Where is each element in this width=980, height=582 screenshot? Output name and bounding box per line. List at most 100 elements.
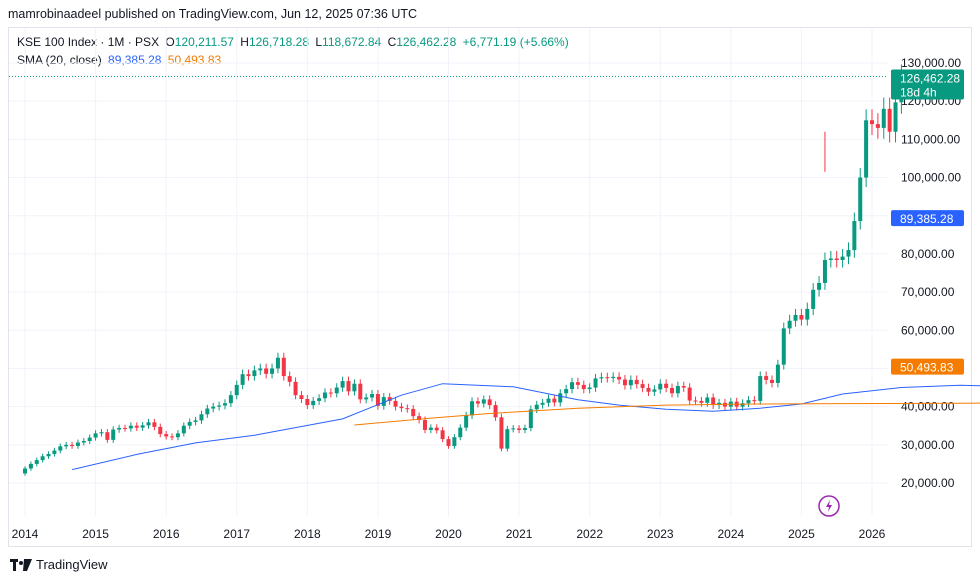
flash-icon	[818, 495, 840, 517]
candle-body	[458, 427, 463, 438]
legend-change: +6,771.19 (+5.66%)	[462, 35, 569, 49]
candle-body	[646, 387, 651, 392]
candle-body	[240, 374, 245, 385]
candle-body	[428, 427, 433, 430]
x-tick-label: 2014	[12, 527, 39, 541]
candle-body	[211, 406, 216, 409]
candle-body	[28, 463, 33, 469]
candle-body	[87, 437, 92, 441]
x-tick-label: 2022	[576, 527, 603, 541]
candle-body	[328, 392, 333, 394]
candle-body	[122, 428, 127, 430]
candle-body	[764, 376, 769, 380]
last-price-tag-text: 126,462.28	[900, 72, 960, 86]
legend-close-label: C	[387, 35, 397, 49]
candle-body	[464, 415, 469, 428]
candle-body	[93, 433, 98, 438]
candle-body	[687, 387, 692, 401]
candle-body	[511, 428, 516, 430]
candle-body	[164, 434, 169, 437]
candle-body	[670, 387, 675, 394]
candle-body	[434, 427, 439, 431]
candle-body	[375, 394, 380, 406]
candle-body	[352, 383, 357, 392]
x-tick-label: 2023	[647, 527, 674, 541]
candle-body	[158, 426, 163, 435]
candle-body	[105, 432, 110, 440]
candle-body	[652, 389, 657, 392]
candle-body	[417, 416, 422, 420]
candle-body	[387, 397, 392, 401]
candle-body	[322, 392, 327, 399]
legend-symbol[interactable]: KSE 100 Index · 1M · PSX	[17, 35, 160, 49]
y-tick-label: 70,000.00	[901, 285, 955, 299]
candle-body	[828, 258, 833, 261]
candle-body	[311, 400, 316, 406]
candle-body	[411, 408, 416, 417]
candle-body	[693, 400, 698, 402]
candle-body	[775, 364, 780, 383]
candle-body	[599, 377, 604, 379]
candle-body	[181, 425, 186, 434]
candle-body	[258, 368, 263, 371]
candle-body	[822, 260, 827, 283]
candle-body	[517, 428, 522, 430]
sma-blue-tag-text: 89,385.28	[900, 212, 954, 226]
sma-orange-tag-text: 50,493.83	[900, 361, 954, 375]
candle-body	[552, 398, 557, 403]
candle-body	[781, 328, 786, 365]
last-price-tag-text: 18d 4h	[900, 86, 937, 100]
candle-body	[558, 393, 563, 403]
candle-body	[340, 381, 345, 388]
candle-body	[58, 446, 63, 451]
candle-body	[617, 376, 622, 380]
x-tick-label: 2018	[294, 527, 321, 541]
candle-body	[264, 368, 269, 374]
candle-body	[234, 384, 239, 396]
legend-low-label: L	[315, 35, 323, 49]
candle-body	[628, 379, 633, 386]
candle-body	[752, 400, 757, 402]
x-tick-label: 2025	[788, 527, 815, 541]
candle-body	[146, 422, 151, 426]
candle-body	[128, 425, 133, 429]
candle-body	[681, 386, 686, 388]
last-price-tag	[891, 69, 964, 100]
candle-body	[399, 406, 404, 409]
candle-body	[546, 398, 551, 403]
candle-body	[275, 357, 280, 369]
candle-body	[446, 439, 451, 446]
tradingview-logo-icon	[10, 558, 32, 571]
candle-body	[70, 444, 75, 446]
x-tick-label: 2015	[82, 527, 109, 541]
candle-body	[281, 357, 286, 377]
y-tick-label: 110,000.00	[901, 132, 960, 146]
candle-body	[81, 441, 86, 443]
candle-body	[334, 387, 339, 394]
candle-body	[840, 256, 845, 261]
candle-body	[364, 397, 369, 400]
candle-body	[658, 383, 663, 390]
footer-brand-label: TradingView	[36, 557, 108, 572]
chart-frame	[8, 27, 972, 547]
candle-body	[499, 417, 504, 449]
candle-body	[846, 250, 851, 257]
x-tick-label: 2021	[506, 527, 533, 541]
candle-body	[493, 405, 498, 418]
y-tick-label: 100,000.00	[901, 171, 961, 185]
legend-low: 118,672.84	[322, 35, 382, 49]
candle-body	[452, 437, 457, 446]
candle-body	[746, 400, 751, 404]
sma-blue-line	[71, 383, 980, 471]
candle-body	[64, 444, 69, 447]
candle-body	[805, 308, 810, 320]
candle-body	[422, 420, 427, 430]
legend-high: 126,718.28	[248, 35, 310, 49]
candle-body	[287, 376, 292, 382]
x-tick-label: 2020	[435, 527, 462, 541]
candle-body	[228, 395, 233, 404]
candle-body	[46, 453, 51, 457]
candle-body	[170, 436, 175, 438]
legend-open-label: O	[165, 35, 175, 49]
